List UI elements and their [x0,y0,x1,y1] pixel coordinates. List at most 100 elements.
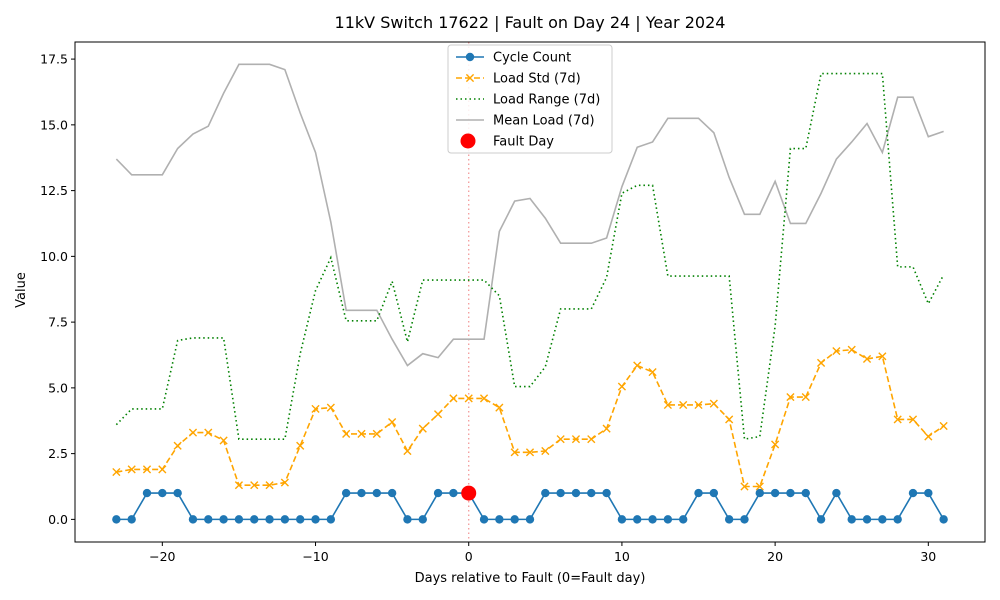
point-load-std-7d [142,465,152,474]
point-cycle-count [663,515,673,524]
point-load-std-7d [617,382,627,391]
point-load-std-7d [862,354,872,364]
point-load-std-7d [342,429,351,438]
point-load-std-7d [112,467,121,477]
legend-label-cycle-count: Cycle Count [493,51,571,66]
point-load-std-7d [326,403,335,412]
chart-title: 11kV Switch 17622 | Fault on Day 24 | Ye… [335,13,726,32]
point-cycle-count [357,488,366,498]
point-cycle-count [188,515,198,524]
point-cycle-count [556,488,565,498]
point-load-std-7d [173,441,182,450]
point-cycle-count [801,488,810,498]
point-cycle-count [709,488,719,498]
point-load-std-7d [280,478,289,487]
point-cycle-count [862,515,872,524]
plot-content [112,42,948,542]
point-load-std-7d [510,448,519,457]
y-tick-label: 12.5 [40,183,68,198]
point-cycle-count [755,488,764,498]
point-cycle-count [280,515,290,524]
legend: Cycle Count Load Std (7d) Load Range (7d) M… [447,44,613,154]
legend-marker-fault-day [460,133,476,149]
point-load-std-7d [188,428,198,437]
x-axis-label: Days relative to Fault (0=Fault day) [415,571,646,586]
axes: −20 −10 0 10 20 30 0.0 2.5 5.0 7.5 10.0 12.5 15.0 17.… [40,41,986,564]
point-cycle-count [786,488,795,498]
point-cycle-count [678,515,688,524]
point-load-std-7d [939,421,948,431]
point-load-std-7d [158,465,167,474]
legend-label-load-range-7d: Load Range (7d) [493,93,600,108]
point-load-std-7d [893,415,902,424]
point-load-std-7d [755,482,764,491]
point-load-std-7d [786,392,795,402]
point-cycle-count [587,488,596,498]
point-cycle-count [173,488,182,498]
point-load-std-7d [709,399,718,408]
legend-marker-cycle-count [465,52,475,62]
point-load-std-7d [924,432,933,441]
point-load-std-7d [265,481,274,490]
point-load-std-7d [495,403,504,412]
point-cycle-count [418,515,427,524]
point-load-std-7d [449,394,458,403]
point-cycle-count [403,515,412,524]
point-load-std-7d [418,424,427,433]
fault-day-marker [461,485,477,501]
point-cycle-count [924,488,933,498]
x-tick-label: 10 [614,549,630,564]
point-load-std-7d [694,400,703,410]
point-load-std-7d [648,367,657,377]
point-load-std-7d [847,345,856,354]
y-tick-label: 10.0 [40,249,68,264]
point-cycle-count [908,488,918,498]
point-load-std-7d [219,436,228,445]
point-cycle-count [204,515,213,524]
point-cycle-count [265,515,274,524]
point-load-std-7d [464,394,473,403]
point-cycle-count [617,515,627,524]
point-cycle-count [495,515,504,524]
y-tick-label: 15.0 [40,117,68,132]
y-tick-label: 17.5 [40,52,68,67]
point-load-std-7d [127,465,136,474]
point-cycle-count [234,515,244,524]
point-load-std-7d [816,358,826,367]
point-cycle-count [816,515,826,524]
point-cycle-count [770,488,780,498]
point-load-std-7d [633,361,642,370]
point-cycle-count [525,515,535,524]
point-cycle-count [250,515,259,524]
series-line-load-range-7d [115,72,945,441]
point-cycle-count [648,515,657,524]
point-load-std-7d [771,440,780,449]
point-load-std-7d [204,428,213,437]
point-load-std-7d [587,435,596,444]
point-cycle-count [449,488,458,498]
legend-box [447,44,613,154]
point-load-std-7d [403,446,412,456]
point-load-std-7d [801,392,810,402]
point-load-std-7d [740,482,749,491]
y-tick-label: 7.5 [48,315,68,330]
point-load-std-7d [725,415,734,424]
legend-label-mean-load-7d: Mean Load (7d) [493,114,595,129]
point-load-std-7d [908,415,918,424]
y-tick-label: 2.5 [48,446,68,461]
point-cycle-count [433,488,443,498]
point-cycle-count [510,515,519,524]
point-cycle-count [158,488,167,498]
series-line-mean-load-7d [115,63,944,367]
point-cycle-count [326,515,336,524]
x-tick-label: −10 [302,549,328,564]
point-load-std-7d [663,400,672,410]
point-load-std-7d [372,429,381,438]
point-load-std-7d [878,352,887,361]
point-cycle-count [219,515,228,524]
point-load-std-7d [433,410,443,419]
point-cycle-count [541,488,550,498]
point-load-std-7d [296,441,305,450]
point-cycle-count [372,488,382,498]
